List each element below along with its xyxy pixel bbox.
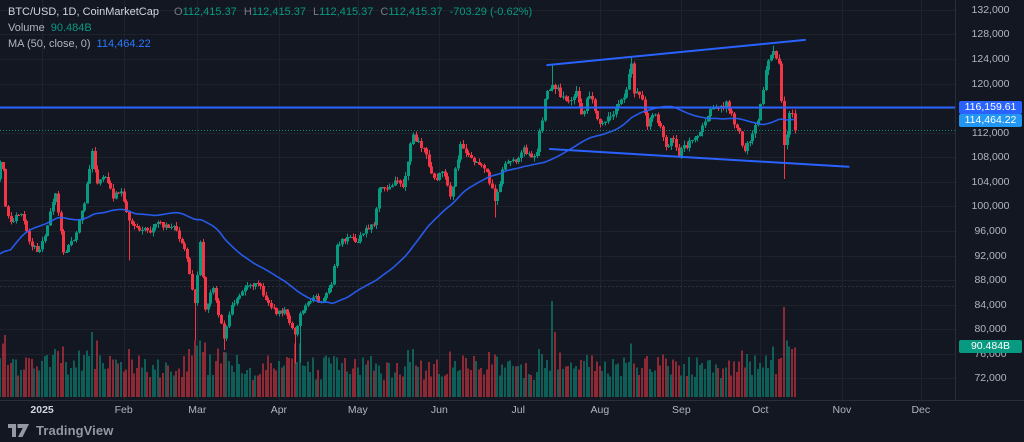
ma-value: 114,464.22 — [96, 38, 151, 50]
ma-label[interactable]: MA (50, close, 0) — [8, 38, 91, 50]
time-axis-month-label: Jul — [511, 404, 525, 416]
chart-surface[interactable] — [0, 0, 955, 400]
price-axis-label: 124,000 — [971, 52, 1010, 65]
time-axis-month-label: Mar — [188, 404, 207, 416]
change-value: -703.29 (-0.62%) — [449, 6, 533, 18]
symbol-title[interactable]: BTC/USD, 1D, CoinMarketCap — [8, 6, 159, 18]
time-axis-month-label: Apr — [270, 404, 288, 416]
ohlc-label-H: H — [243, 6, 252, 18]
price-badge-ma: 114,464.22 — [959, 113, 1022, 127]
tradingview-watermark-text: TradingView — [36, 423, 114, 438]
ohlc-label-L: L — [313, 6, 320, 18]
ohlc-value-L: 112,415.37 — [319, 6, 374, 18]
price-axis-label: 72,000 — [974, 372, 1007, 385]
legend-volume-row: Volume 90.484B — [8, 21, 532, 36]
price-axis-label: 108,000 — [971, 151, 1010, 164]
time-axis-month-label: Nov — [832, 404, 852, 416]
trendline-upper[interactable] — [546, 38, 806, 67]
time-axis-year-label: 2025 — [30, 404, 54, 416]
grid-layer — [0, 0, 955, 400]
time-axis-month-label: Sep — [672, 404, 691, 416]
tradingview-logo-icon — [8, 424, 29, 437]
time-axis-month-label: Feb — [114, 404, 133, 416]
time-axis-month-label: May — [347, 404, 368, 416]
ohlc-label-O: O — [174, 6, 183, 18]
ohlc-value-H: 112,415.37 — [251, 6, 307, 18]
price-axis-label: 80,000 — [974, 323, 1007, 336]
ohlc-value-O: 112,415.37 — [182, 6, 237, 18]
legend-symbol-row: BTC/USD, 1D, CoinMarketCap O112,415.37 H11… — [8, 5, 532, 20]
time-axis-month-label: Oct — [752, 404, 769, 416]
price-chart-canvas[interactable] — [0, 0, 955, 400]
price-axis-label: 88,000 — [974, 274, 1007, 287]
ohlc-value-C: 112,415.37 — [388, 6, 443, 18]
price-axis-label: 100,000 — [971, 200, 1010, 213]
time-axis-month-label: Jun — [430, 404, 448, 416]
price-axis-label: 120,000 — [971, 77, 1010, 90]
price-axis-label: 128,000 — [971, 28, 1010, 41]
volume-value: 90.484B — [50, 22, 92, 34]
candles-layer — [0, 45, 797, 364]
price-axis-label: 92,000 — [974, 249, 1007, 262]
price-axis-label: 112,000 — [971, 126, 1010, 139]
volume-layer — [0, 301, 796, 397]
price-axis-label: 96,000 — [974, 225, 1007, 238]
price-axis-label: 132,000 — [971, 3, 1010, 16]
time-axis[interactable]: 2025 Feb Mar Apr May Jun Jul Aug Sep Oct Nov Dec — [0, 400, 1024, 420]
price-axis-label: 104,000 — [971, 175, 1010, 188]
price-axis-label: 84,000 — [974, 298, 1007, 311]
ma-line[interactable] — [0, 105, 795, 305]
time-axis-month-label: Aug — [590, 404, 610, 416]
time-axis-month-label: Dec — [911, 404, 931, 416]
ohlc-label-C: C — [380, 6, 389, 18]
trendline-lower[interactable] — [548, 148, 850, 168]
legend: BTC/USD, 1D, CoinMarketCap O112,415.37 H11… — [8, 5, 532, 53]
price-badge-horizontal-line: 116,159.61 — [959, 100, 1022, 114]
volume-badge: 90.484B — [959, 339, 1022, 353]
tradingview-watermark[interactable]: TradingView — [8, 423, 113, 438]
price-axis[interactable]: 132,000128,000124,000120,000116,000112,0… — [955, 0, 1024, 419]
volume-label[interactable]: Volume — [8, 22, 45, 34]
legend-ma-row: MA (50, close, 0) 114,464.22 — [8, 37, 532, 52]
